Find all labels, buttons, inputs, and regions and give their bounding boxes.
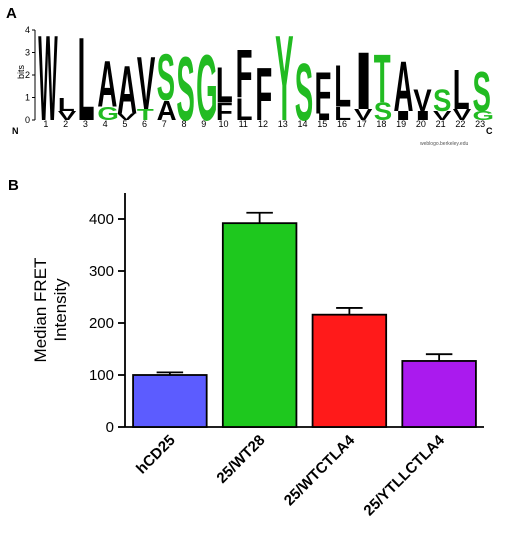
bar-y-axis-label-line: Median FRET <box>31 258 50 363</box>
bar-25-ytllctla4 <box>401 360 477 428</box>
logo-letter: V <box>354 106 372 123</box>
logo-letter: L <box>58 95 75 116</box>
panel-letter-b: B <box>8 177 19 194</box>
logo-y-tick-label: 2 <box>25 70 30 80</box>
logo-letter: F <box>236 37 253 113</box>
bar-y-tick-label: 100 <box>89 367 114 384</box>
logo-letter: Y <box>275 10 293 147</box>
logo-position-label: 21 <box>436 119 446 129</box>
logo-letter: S <box>433 83 451 118</box>
logo-y-tick-label: 0 <box>25 115 30 125</box>
bar-25-wtctla4 <box>311 313 388 428</box>
bar-category-label: 25/YTLLCTLA4 <box>360 431 448 519</box>
logo-letter: G <box>196 35 217 141</box>
logo-letter: L <box>453 59 470 121</box>
logo-letter: I <box>394 109 413 123</box>
logo-position-label: 5 <box>122 119 127 129</box>
bar-y-axis-label-line: Intensity <box>51 278 70 342</box>
logo-letter: F <box>216 97 233 125</box>
logo-letter: V <box>117 112 136 122</box>
bar-25-wt28 <box>221 222 298 428</box>
logo-letter: L <box>236 92 253 127</box>
logo-c-terminus-label: C <box>486 126 493 136</box>
bar-category-label: 25/WTCTLA4 <box>281 431 359 509</box>
logo-letter: S <box>472 61 490 123</box>
logo-position-label: 19 <box>396 119 406 129</box>
logo-position-label: 18 <box>376 119 386 129</box>
logo-letter: L <box>334 104 351 125</box>
logo-position-label: 15 <box>317 119 327 129</box>
logo-letter: A <box>97 47 117 121</box>
logo-position-label: 4 <box>103 119 108 129</box>
logo-letter: T <box>137 106 154 123</box>
logo-letter: V <box>433 109 452 123</box>
logo-position-label: 2 <box>63 119 68 129</box>
bar-y-tick-label: 0 <box>106 419 114 436</box>
logo-position-label: 6 <box>142 119 147 129</box>
logo-credit: weblogo.berkeley.edu <box>420 141 468 147</box>
logo-letter: I <box>413 109 432 123</box>
logo-position-label: 8 <box>182 119 187 129</box>
bar-hcd25 <box>132 374 208 428</box>
logo-letter: T <box>374 42 391 118</box>
logo-letter: V <box>453 106 471 123</box>
logo-letter: A <box>157 95 177 126</box>
logo-position-label: 14 <box>297 119 307 129</box>
logo-position-label: 12 <box>258 119 268 129</box>
logo-y-tick-label: 1 <box>25 93 30 103</box>
logo-position-label: 16 <box>337 119 347 129</box>
logo-letter: G <box>472 109 494 123</box>
logo-letter: L <box>78 14 95 146</box>
logo-letter: S <box>176 39 194 140</box>
logo-letter: V <box>137 41 156 125</box>
logo-letter: V <box>58 109 77 123</box>
panel-letter-a: A <box>6 5 17 22</box>
logo-letter: W <box>38 10 58 147</box>
bar-y-tick-label: 300 <box>89 263 114 280</box>
bar-chart-panel: B Median FRETIntensity 0 100 200 300 400 hCD… <box>8 177 484 519</box>
logo-position-label: 3 <box>83 119 88 129</box>
logo-n-terminus-label: N <box>12 126 19 136</box>
logo-position-label: 20 <box>416 119 426 129</box>
logo-letter: I <box>354 35 373 126</box>
logo-letter: L <box>334 53 351 120</box>
logo-position-label: 1 <box>43 119 48 129</box>
logo-position-label: 9 <box>201 119 206 129</box>
logo-position-label: 10 <box>219 119 229 129</box>
logo-letter: L <box>216 56 233 113</box>
logo-letter: G <box>97 104 119 125</box>
logo-letter: V <box>413 83 432 118</box>
logo-position-label: 13 <box>278 119 288 129</box>
logo-position-label: 17 <box>357 119 367 129</box>
logo-letter: F <box>315 59 332 126</box>
bar-y-tick-label: 200 <box>89 315 114 332</box>
logo-letter: A <box>394 46 414 127</box>
logo-letter: A <box>117 53 137 129</box>
logo-letter: S <box>374 97 392 125</box>
logo-position-label: 11 <box>239 119 248 129</box>
bar-category-label: hCD25 <box>133 432 179 478</box>
logo-y-axis-label: bits <box>16 65 26 80</box>
logo-letter: I <box>315 112 334 122</box>
bar-category-label: 25/WT28 <box>213 432 268 487</box>
bar-y-axis-label: Median FRETIntensity <box>31 258 70 363</box>
logo-letter: S <box>157 40 175 114</box>
logo-position-label: 23 <box>475 119 485 129</box>
logo-y-tick-label: 3 <box>25 48 30 58</box>
logo-y-tick-label: 4 <box>25 25 30 35</box>
logo-position-label: 7 <box>162 119 167 129</box>
bar-y-tick-label: 400 <box>89 211 114 228</box>
logo-position-label: 22 <box>455 119 465 129</box>
logo-letter: S <box>295 46 313 137</box>
logo-letter: F <box>255 52 272 136</box>
